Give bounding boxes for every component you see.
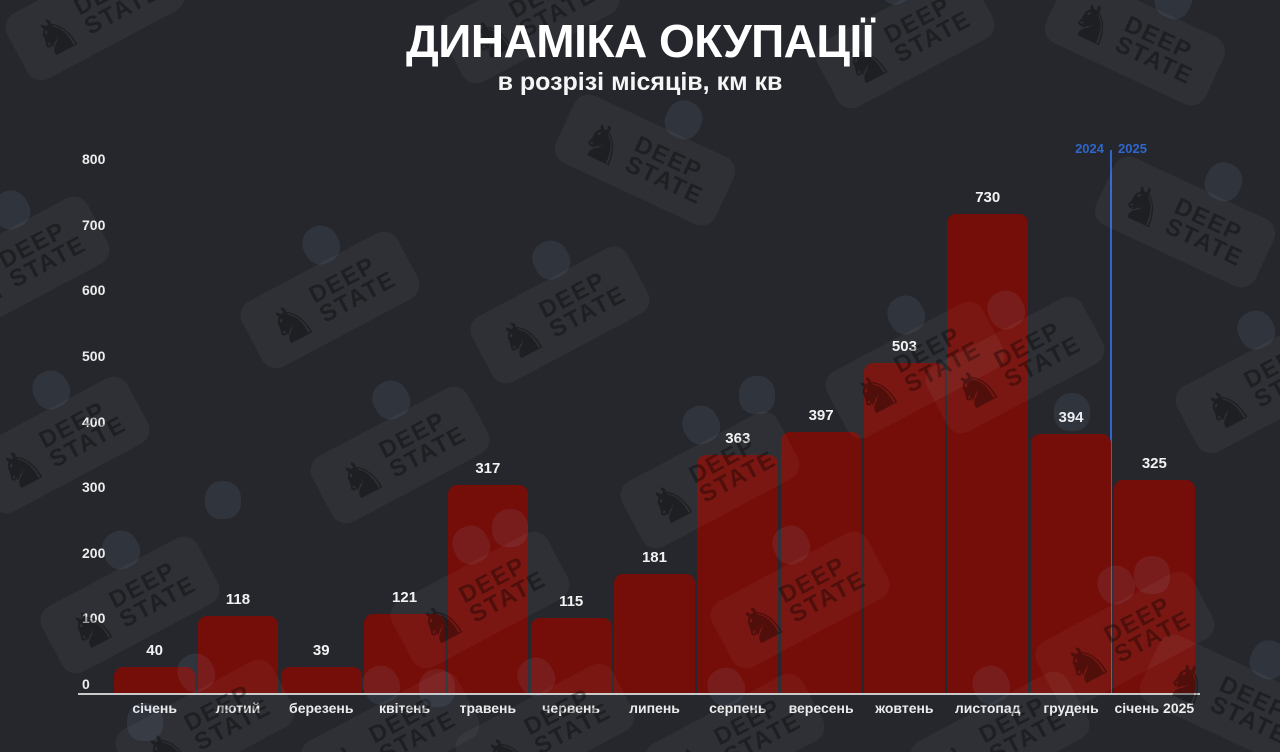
x-axis-label: лютий — [215, 700, 261, 716]
bar-value-label: 40 — [146, 642, 163, 659]
x-axis-label: квітень — [378, 700, 431, 716]
x-axis-label: березень — [289, 700, 354, 716]
bar-value-label: 317 — [475, 460, 501, 477]
bar-value-label: 394 — [1058, 409, 1084, 426]
x-axis-label: вересень — [788, 700, 854, 716]
x-axis-line — [78, 693, 1200, 695]
bar-value-label: 121 — [392, 589, 418, 606]
y-tick-label: 800 — [82, 151, 106, 167]
bar — [1113, 480, 1195, 693]
bar-value-label: 325 — [1141, 455, 1167, 472]
bar — [447, 485, 529, 693]
bar — [364, 614, 445, 693]
title-block: ДИНАМІКА ОКУПАЦІЇ в розрізі місяців, км … — [0, 16, 1280, 96]
bar — [697, 455, 779, 693]
x-axis-label: липень — [629, 700, 680, 716]
x-axis-label: травень — [459, 700, 517, 716]
bar-value-label: 397 — [808, 407, 834, 424]
bar-value-label: 363 — [725, 430, 751, 447]
y-tick-label: 400 — [82, 413, 106, 430]
bar-value-label: 118 — [225, 591, 251, 608]
bar — [864, 363, 945, 693]
bar — [280, 667, 362, 693]
bar-value-label: 39 — [312, 642, 330, 659]
year-label-2025: 2025 — [1118, 141, 1147, 156]
y-tick-label: 700 — [82, 216, 106, 233]
y-tick-label: 100 — [82, 610, 106, 627]
x-axis-label: січень — [132, 700, 177, 716]
x-axis-label: грудень — [1043, 700, 1099, 716]
bar-value-label: 115 — [559, 593, 584, 610]
y-tick-label: 600 — [82, 282, 106, 299]
y-tick-label: 300 — [82, 479, 106, 496]
x-axis-label: жовтень — [875, 700, 934, 716]
bar-value-label: 730 — [975, 189, 1001, 206]
x-axis-label: червень — [542, 700, 601, 716]
x-axis-label: січень 2025 — [1114, 700, 1195, 716]
bar — [614, 574, 695, 693]
x-axis-label: листопад — [954, 700, 1021, 716]
year-label-2024: 2024 — [1075, 141, 1104, 156]
y-tick-label: 0 — [82, 676, 90, 692]
bar — [197, 616, 279, 693]
bar — [114, 667, 195, 693]
y-tick-label: 500 — [82, 347, 106, 364]
bar — [780, 432, 862, 693]
x-axis-label: серпень — [709, 700, 767, 716]
bar-value-label: 181 — [641, 549, 667, 566]
year-divider-line — [1110, 150, 1112, 695]
chart-title: ДИНАМІКА ОКУПАЦІЇ — [406, 15, 874, 67]
bar — [530, 618, 612, 693]
chart-subtitle: в розрізі місяців, км кв — [497, 67, 783, 96]
y-tick-label: 200 — [82, 544, 106, 561]
bar — [947, 214, 1029, 693]
bar-value-label: 503 — [891, 338, 917, 355]
bar — [1030, 434, 1112, 693]
